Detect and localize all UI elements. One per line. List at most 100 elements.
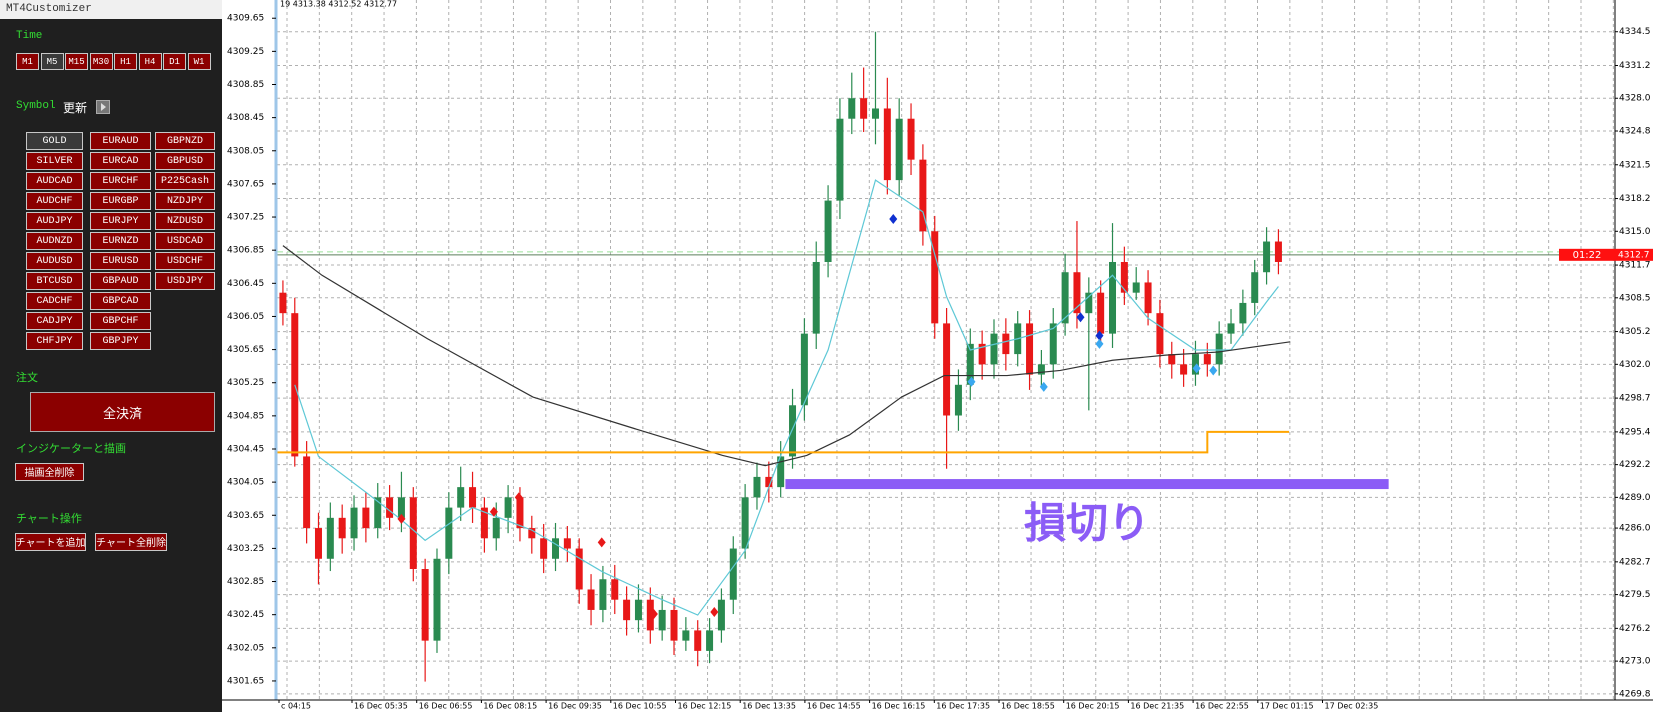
close-all-button[interactable]: 全決済 (30, 392, 215, 432)
candle-body (954, 384, 962, 416)
symbol-button[interactable]: USDCHF (155, 252, 215, 270)
delete-charts-button[interactable]: チャート全削除 (95, 533, 167, 551)
candle-body (871, 108, 879, 119)
delete-drawings-button[interactable]: 描画全削除 (15, 463, 84, 481)
y2-tick-label: 4307.65 (227, 179, 264, 189)
timeframe-button[interactable]: D1 (163, 53, 186, 70)
price-tag-label: 4312.7 (1618, 250, 1650, 260)
candle-body (682, 630, 690, 641)
candle-body (516, 497, 524, 529)
y2-tick-label: 4305.65 (227, 345, 264, 355)
refresh-button[interactable] (96, 100, 110, 114)
add-chart-button[interactable]: チャートを追加 (15, 533, 86, 551)
candle-body (1239, 302, 1247, 324)
price-tag (1615, 248, 1653, 261)
y2-tick-label: 4309.65 (227, 14, 264, 24)
timeframe-button[interactable]: M5 (40, 53, 64, 70)
candle-body (919, 159, 927, 232)
symbol-button[interactable]: BTCUSD (26, 272, 83, 290)
symbol-button[interactable]: USDJPY (155, 272, 215, 290)
candle-body (540, 538, 548, 559)
symbol-button[interactable]: SILVER (26, 152, 83, 170)
symbol-button[interactable]: CADJPY (26, 312, 83, 330)
y-tick-label: 4321.5 (1619, 160, 1651, 170)
symbol-label: Symbol (16, 100, 56, 112)
timeframe-button[interactable]: M1 (16, 53, 39, 70)
symbol-button[interactable]: GOLD (26, 132, 83, 150)
y-tick-label: 4328.0 (1619, 94, 1651, 104)
symbol-button[interactable]: EURCAD (90, 152, 151, 170)
symbol-button[interactable]: GBPCAD (90, 292, 151, 310)
x-tick-label: 16 Dec 13:35 (742, 702, 796, 711)
symbol-button[interactable]: AUDUSD (26, 252, 83, 270)
x-tick-label: 16 Dec 05:35 (354, 702, 408, 711)
x-tick-label: 16 Dec 17:35 (936, 702, 990, 711)
symbol-button[interactable]: NZDJPY (155, 192, 215, 210)
customizer-panel: MT4Customizer Time M1 M5 M15 M30 H1 H4 D1 W1 Sy… (0, 0, 222, 712)
symbol-button[interactable]: NZDUSD (155, 212, 215, 230)
candle-body (1002, 333, 1010, 355)
symbol-button[interactable]: EURGBP (90, 192, 151, 210)
symbol-button[interactable]: GBPCHF (90, 312, 151, 330)
candle-body (1109, 261, 1117, 334)
y2-tick-label: 4301.65 (227, 676, 264, 686)
symbol-button[interactable]: GBPNZD (155, 132, 215, 150)
timeframe-button[interactable]: M15 (65, 53, 88, 70)
x-tick-label: 16 Dec 18:55 (1001, 702, 1055, 711)
symbol-button[interactable]: USDCAD (155, 232, 215, 250)
symbol-button[interactable]: EURNZD (90, 232, 151, 250)
x-tick-label: 16 Dec 22:55 (1195, 702, 1249, 711)
y2-tick-label: 4304.45 (227, 444, 264, 454)
candle-body (611, 579, 619, 600)
symbol-button[interactable]: P225Cash (155, 172, 215, 190)
symbol-button[interactable]: GBPAUD (90, 272, 151, 290)
symbol-button[interactable]: EURJPY (90, 212, 151, 230)
symbol-button[interactable]: AUDJPY (26, 212, 83, 230)
symbol-button[interactable]: GBPJPY (90, 332, 151, 350)
symbol-button[interactable]: CADCHF (26, 292, 83, 310)
candle-body (966, 343, 974, 385)
signal-marker (397, 513, 406, 524)
timeframe-button[interactable]: M30 (89, 53, 113, 70)
symbol-button[interactable]: GBPUSD (155, 152, 215, 170)
x-tick-label: 16 Dec 10:55 (613, 702, 667, 711)
symbol-button[interactable]: EURCHF (90, 172, 151, 190)
candle-body (1085, 292, 1093, 314)
y-tick-label: 4315.0 (1619, 227, 1651, 237)
candle-body (350, 507, 358, 539)
y-tick-label: 4279.5 (1619, 590, 1651, 600)
candle-body (836, 118, 844, 201)
symbol-button[interactable]: AUDCAD (26, 172, 83, 190)
y2-tick-label: 4304.05 (227, 478, 264, 488)
candle-body (978, 343, 986, 365)
y-tick-label: 4318.2 (1619, 194, 1651, 204)
symbol-button[interactable]: AUDNZD (26, 232, 83, 250)
signal-marker (889, 214, 898, 225)
timeframe-button[interactable]: H1 (114, 53, 137, 70)
candle-body (1263, 241, 1271, 273)
y2-tick-label: 4302.05 (227, 643, 264, 653)
timeframe-button[interactable]: W1 (187, 53, 211, 70)
signal-marker (710, 606, 719, 617)
symbol-button[interactable]: EURAUD (90, 132, 151, 150)
symbol-button[interactable]: EURUSD (90, 252, 151, 270)
candle-body (386, 497, 394, 518)
candle-body (1073, 272, 1081, 314)
y-tick-label: 4269.8 (1619, 689, 1651, 699)
candle-body (848, 98, 856, 119)
candle-body (362, 507, 370, 529)
y-tick-label: 4295.4 (1619, 427, 1651, 437)
symbol-button[interactable]: AUDCHF (26, 192, 83, 210)
symbol-button[interactable]: CHFJPY (26, 332, 83, 350)
candle-body (789, 405, 797, 457)
y2-tick-label: 4308.05 (227, 146, 264, 156)
candle-body (729, 548, 737, 600)
x-tick-label: 16 Dec 21:35 (1130, 702, 1184, 711)
indicator-line (282, 245, 1291, 467)
y2-tick-label: 4307.25 (227, 213, 264, 223)
candle-body (279, 292, 287, 314)
timeframe-button[interactable]: H4 (138, 53, 162, 70)
candle-body (895, 118, 903, 181)
y-tick-label: 4282.7 (1619, 557, 1651, 567)
time-label: Time (16, 30, 43, 42)
